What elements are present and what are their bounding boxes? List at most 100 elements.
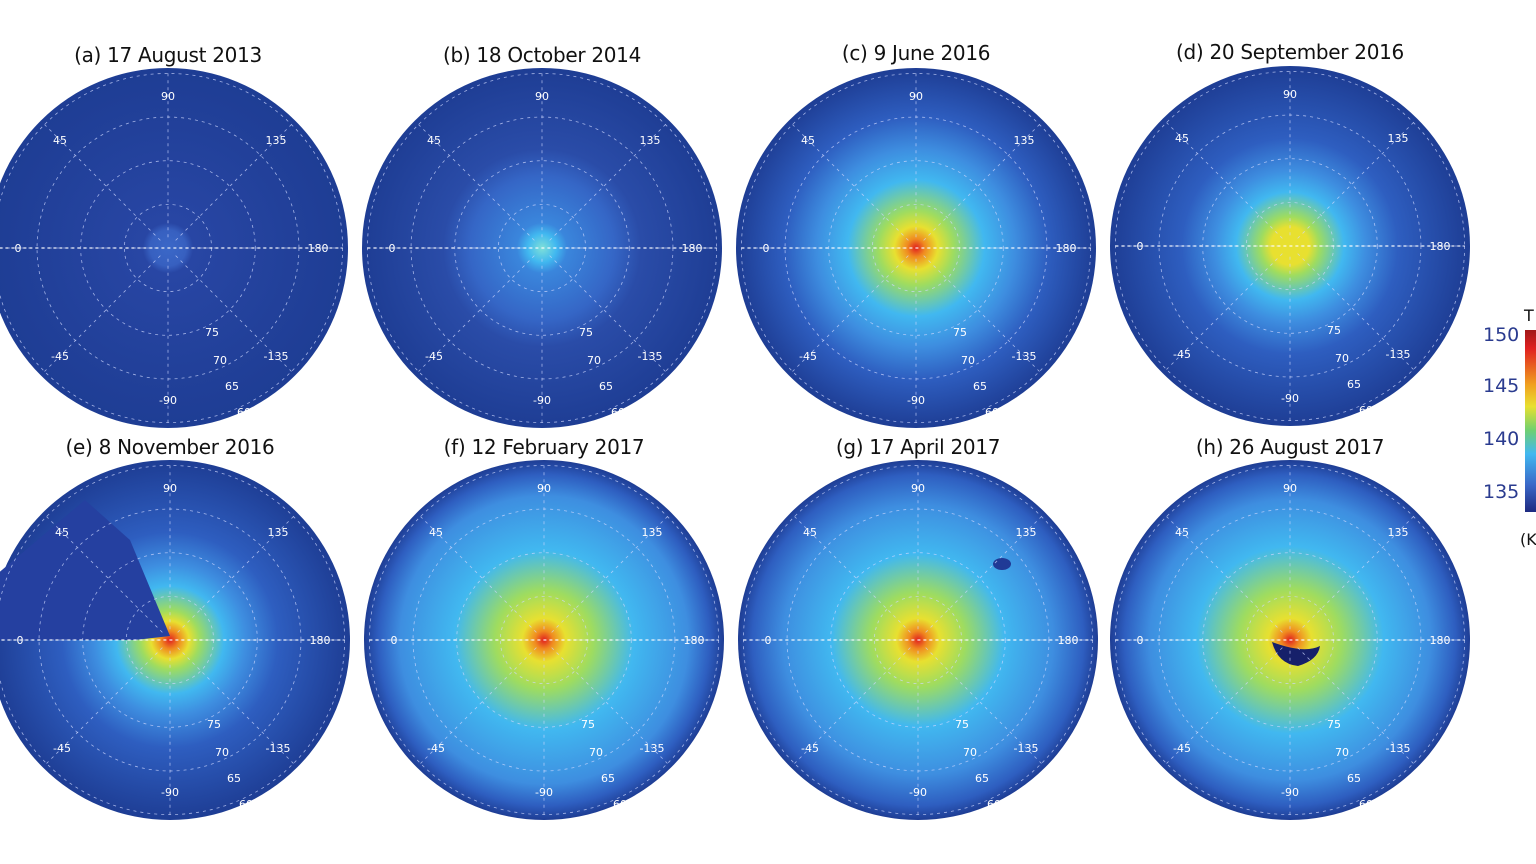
longitude-label: 45 bbox=[55, 526, 69, 539]
latitude-label: 70 bbox=[1335, 746, 1349, 759]
longitude-label: -45 bbox=[427, 742, 445, 755]
longitude-label: 90 bbox=[537, 482, 551, 495]
longitude-label: 45 bbox=[53, 134, 67, 147]
latitude-label: 75 bbox=[955, 718, 969, 731]
longitude-label: -45 bbox=[801, 742, 819, 755]
polar-map-b: 90 135 180 -135 -90 -45 0 45 75 70 65 60 bbox=[362, 68, 722, 428]
polar-map-f: 90 135 180 -135 -90 -45 0 45 75 70 65 60 bbox=[364, 460, 724, 820]
latitude-circle bbox=[456, 552, 632, 728]
latitude-label: 75 bbox=[953, 326, 967, 339]
latitude-label: 65 bbox=[975, 772, 989, 785]
longitude-label: 90 bbox=[535, 90, 549, 103]
longitude-label: 135 bbox=[266, 134, 287, 147]
cold-spot bbox=[993, 558, 1011, 570]
longitude-label: 135 bbox=[1388, 526, 1409, 539]
longitude-label: 135 bbox=[640, 134, 661, 147]
longitude-label: 180 bbox=[1058, 634, 1079, 647]
longitude-label: 180 bbox=[1430, 240, 1451, 253]
latitude-label: 70 bbox=[213, 354, 227, 367]
longitude-label: -90 bbox=[533, 394, 551, 407]
latitude-label: 60 bbox=[1359, 798, 1373, 811]
panel-title-g: (g) 17 April 2017 bbox=[835, 435, 1001, 459]
panel-title-h: (h) 26 August 2017 bbox=[1195, 435, 1385, 459]
latitude-label: 75 bbox=[579, 326, 593, 339]
latitude-label: 65 bbox=[225, 380, 239, 393]
longitude-label: 180 bbox=[1430, 634, 1451, 647]
longitude-label: 0 bbox=[17, 634, 24, 647]
longitude-label: -135 bbox=[1386, 742, 1411, 755]
colorbar-title: T bbox=[1524, 306, 1534, 325]
latitude-label: 60 bbox=[239, 798, 253, 811]
latitude-label: 70 bbox=[961, 354, 975, 367]
longitude-label: 90 bbox=[163, 482, 177, 495]
latitude-label: 70 bbox=[587, 354, 601, 367]
latitude-label: 60 bbox=[237, 406, 251, 419]
panel-title-f: (f) 12 February 2017 bbox=[443, 435, 645, 459]
longitude-label: -90 bbox=[535, 786, 553, 799]
longitude-label: 45 bbox=[427, 134, 441, 147]
longitude-label: 180 bbox=[684, 634, 705, 647]
polar-map-e: 90 135 180 -135 -90 -45 0 45 75 70 65 60 bbox=[0, 460, 350, 820]
longitude-label: 90 bbox=[1283, 482, 1297, 495]
polar-map-a: 90 135 180 -135 -90 -45 0 45 75 70 65 60 bbox=[0, 68, 348, 428]
latitude-label: 65 bbox=[601, 772, 615, 785]
latitude-label: 65 bbox=[227, 772, 241, 785]
latitude-label: 75 bbox=[207, 718, 221, 731]
longitude-label: 180 bbox=[1056, 242, 1077, 255]
longitude-label: 0 bbox=[389, 242, 396, 255]
latitude-label: 65 bbox=[1347, 772, 1361, 785]
latitude-circle bbox=[828, 160, 1004, 336]
polar-map-d: 90 135 180 -135 -90 -45 0 45 75 70 65 60 bbox=[1110, 66, 1470, 426]
longitude-label: -90 bbox=[161, 786, 179, 799]
longitude-label: 0 bbox=[1137, 634, 1144, 647]
longitude-label: 0 bbox=[15, 242, 22, 255]
longitude-label: 90 bbox=[161, 90, 175, 103]
latitude-label: 75 bbox=[1327, 324, 1341, 337]
longitude-label: -135 bbox=[1012, 350, 1037, 363]
longitude-label: 0 bbox=[391, 634, 398, 647]
latitude-label: 65 bbox=[973, 380, 987, 393]
panel-title-a: (a) 17 August 2013 bbox=[74, 43, 262, 67]
latitude-circle bbox=[82, 552, 258, 728]
longitude-label: -45 bbox=[1173, 742, 1191, 755]
polar-map-c: 90 135 180 -135 -90 -45 0 45 75 70 65 60 bbox=[736, 68, 1096, 428]
colorbar-tick-140: 140 bbox=[1483, 428, 1520, 450]
latitude-label: 75 bbox=[1327, 718, 1341, 731]
longitude-label: -90 bbox=[1281, 786, 1299, 799]
colorbar-tick-135: 135 bbox=[1483, 481, 1520, 503]
longitude-label: -135 bbox=[266, 742, 291, 755]
latitude-label: 70 bbox=[963, 746, 977, 759]
longitude-label: -90 bbox=[1281, 392, 1299, 405]
latitude-label: 75 bbox=[581, 718, 595, 731]
longitude-label: -45 bbox=[425, 350, 443, 363]
longitude-label: -90 bbox=[909, 786, 927, 799]
longitude-label: 90 bbox=[911, 482, 925, 495]
longitude-label: -135 bbox=[638, 350, 663, 363]
latitude-label: 70 bbox=[589, 746, 603, 759]
longitude-label: -45 bbox=[51, 350, 69, 363]
polar-map-h: 90 135 180 -135 -90 -45 0 45 75 70 65 60 bbox=[1110, 460, 1470, 820]
longitude-label: 135 bbox=[268, 526, 289, 539]
longitude-label: 90 bbox=[1283, 88, 1297, 101]
longitude-label: -90 bbox=[907, 394, 925, 407]
longitude-label: 0 bbox=[765, 634, 772, 647]
longitude-label: 180 bbox=[310, 634, 331, 647]
latitude-label: 75 bbox=[205, 326, 219, 339]
longitude-label: -135 bbox=[1014, 742, 1039, 755]
latitude-label: 60 bbox=[613, 798, 627, 811]
longitude-label: -90 bbox=[159, 394, 177, 407]
longitude-label: -45 bbox=[53, 742, 71, 755]
latitude-label: 60 bbox=[985, 406, 999, 419]
latitude-label: 70 bbox=[1335, 352, 1349, 365]
longitude-label: 180 bbox=[308, 242, 329, 255]
longitude-label: 0 bbox=[763, 242, 770, 255]
longitude-label: -135 bbox=[640, 742, 665, 755]
longitude-label: 135 bbox=[1388, 132, 1409, 145]
longitude-label: -135 bbox=[1386, 348, 1411, 361]
cold-wedge-region bbox=[0, 500, 170, 640]
latitude-circle bbox=[80, 160, 256, 336]
latitude-circle bbox=[1202, 552, 1378, 728]
longitude-label: -45 bbox=[799, 350, 817, 363]
